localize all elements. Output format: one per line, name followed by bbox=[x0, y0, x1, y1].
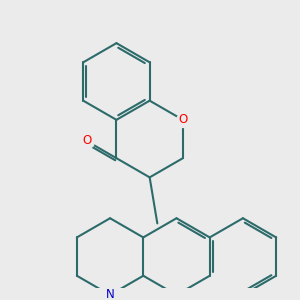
Text: O: O bbox=[82, 134, 91, 147]
Text: O: O bbox=[178, 113, 188, 126]
Text: N: N bbox=[106, 288, 115, 300]
